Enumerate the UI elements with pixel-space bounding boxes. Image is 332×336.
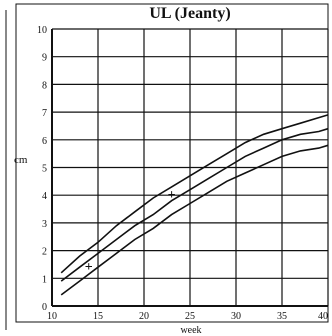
y-tick-label: 3 xyxy=(42,219,47,230)
x-tick-label: 10 xyxy=(47,311,57,322)
y-tick-label: 4 xyxy=(42,191,47,202)
y-tick-label: 2 xyxy=(42,247,47,258)
x-tick-label: 25 xyxy=(185,311,195,322)
y-tick-label: 6 xyxy=(42,136,47,147)
data-marker-1: + xyxy=(85,260,93,275)
series-lines xyxy=(60,114,329,296)
y-axis-label: cm xyxy=(14,154,28,166)
series-line-1 xyxy=(60,114,329,274)
y-tick-label: 7 xyxy=(42,108,47,119)
data-markers: ++ xyxy=(85,188,176,275)
horizontal-grid-lines xyxy=(52,28,328,307)
chart-title: UL (Jeanty) xyxy=(149,5,230,22)
y-tick-labels: 0 1 2 3 4 5 6 7 8 9 10 xyxy=(37,25,47,313)
y-tick-label: 8 xyxy=(42,80,47,91)
x-tick-label: 15 xyxy=(93,311,103,322)
x-tick-label: 20 xyxy=(139,311,149,322)
outer-frame xyxy=(15,3,329,323)
y-tick-label: 0 xyxy=(42,302,47,313)
data-marker-2: + xyxy=(168,188,176,203)
y-tick-label: 5 xyxy=(42,164,47,175)
series-line-2 xyxy=(60,127,329,282)
y-tick-label: 1 xyxy=(42,274,47,285)
x-tick-labels: 10 15 20 25 30 35 40 xyxy=(47,311,328,322)
x-tick-label: 40 xyxy=(318,311,328,322)
y-tick-label: 9 xyxy=(42,53,47,64)
y-tick-label: 10 xyxy=(37,25,47,36)
x-tick-label: 30 xyxy=(231,311,241,322)
x-tick-label: 35 xyxy=(277,311,287,322)
series-line-3 xyxy=(60,144,329,296)
x-axis-label: week xyxy=(180,325,201,336)
